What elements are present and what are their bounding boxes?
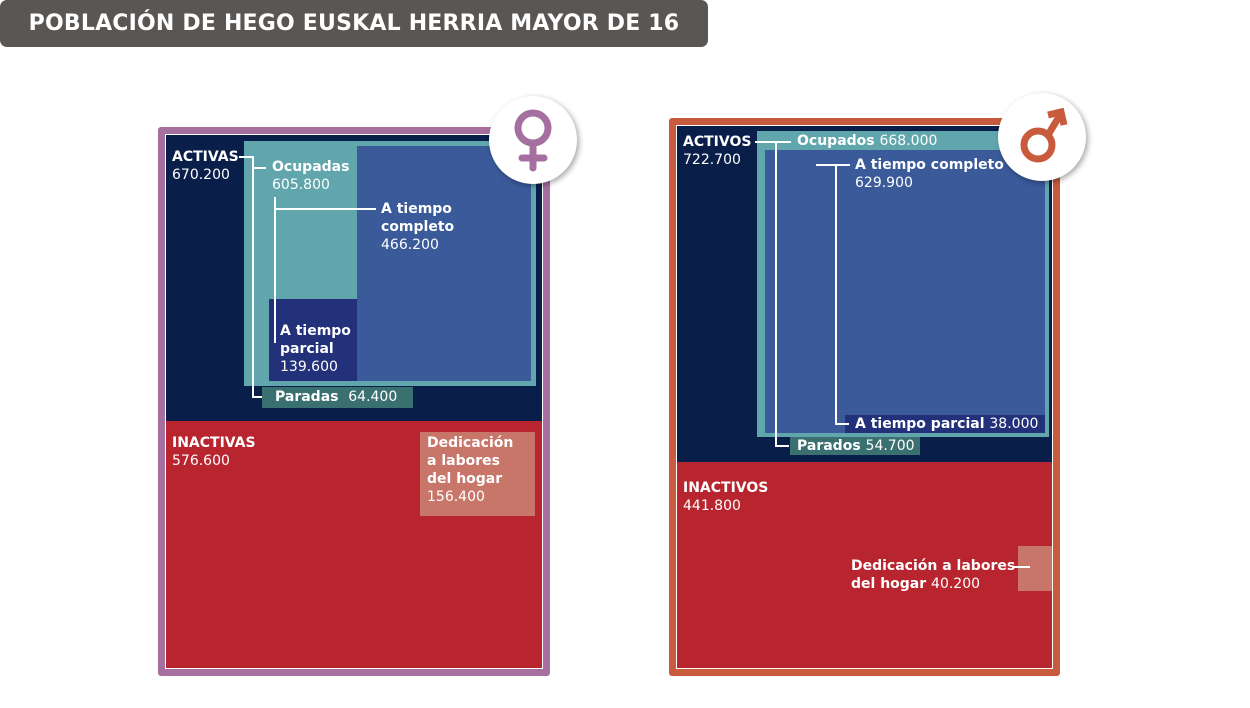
- chart-title: POBLACIÓN DE HEGO EUSKAL HERRIA MAYOR DE…: [0, 0, 708, 83]
- women-ocupadas-label: Ocupadas 605.800: [272, 159, 350, 193]
- men-hogar-block: [1018, 546, 1052, 591]
- women-hogar-block: [420, 432, 535, 516]
- women-paradas-block: [262, 387, 413, 408]
- women-parcial-block: [269, 299, 357, 381]
- women-paradas-label: Paradas 64.400: [275, 389, 398, 405]
- women-completo-label: A tiempo completo 466.200: [381, 201, 455, 253]
- women-completo-block: [357, 146, 531, 381]
- men-parcial-block: [845, 415, 1045, 433]
- women-panel: [158, 127, 550, 676]
- men-activos-label: ACTIVOS 722.700: [683, 134, 752, 168]
- men-inactivos-label: INACTIVOS 441.800: [683, 480, 769, 514]
- women-inactivas-label: INACTIVAS 576.600: [172, 435, 256, 469]
- men-parcial-label: A tiempo parcial 38.000: [855, 416, 1039, 432]
- female-symbol-icon: [489, 96, 577, 184]
- women-hogar-label: Dedicación a labores del hogar 156.400: [427, 435, 514, 505]
- men-inactivos-block: [677, 462, 1052, 668]
- men-completo-block: [765, 150, 1045, 433]
- men-parados-label: Parados 54.700: [797, 438, 915, 454]
- men-completo-label: A tiempo completo 629.900: [855, 157, 1004, 191]
- women-activas-label: ACTIVAS 670.200: [172, 149, 239, 183]
- women-parcial-label: A tiempo parcial 139.600: [280, 323, 351, 375]
- men-hogar-label: Dedicación a labores del hogar 40.200: [851, 558, 1016, 592]
- men-parados-block: [790, 437, 920, 455]
- men-panel: [669, 118, 1060, 676]
- men-ocupados-label: Ocupados 668.000: [797, 133, 938, 149]
- male-symbol-icon: [998, 93, 1086, 181]
